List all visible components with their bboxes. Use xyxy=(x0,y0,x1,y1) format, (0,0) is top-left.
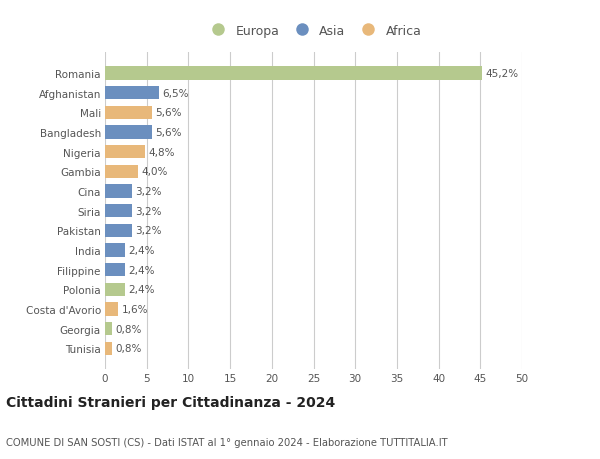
Bar xyxy=(105,185,131,198)
Text: 0,8%: 0,8% xyxy=(115,324,142,334)
Legend: Europa, Asia, Africa: Europa, Asia, Africa xyxy=(202,21,425,41)
Bar xyxy=(105,67,482,80)
Bar xyxy=(105,244,125,257)
Text: 3,2%: 3,2% xyxy=(135,226,161,236)
Text: 2,4%: 2,4% xyxy=(128,285,155,295)
Text: COMUNE DI SAN SOSTI (CS) - Dati ISTAT al 1° gennaio 2024 - Elaborazione TUTTITAL: COMUNE DI SAN SOSTI (CS) - Dati ISTAT al… xyxy=(6,437,448,447)
Text: 0,8%: 0,8% xyxy=(115,343,142,353)
Bar xyxy=(105,146,145,159)
Text: 45,2%: 45,2% xyxy=(485,69,518,79)
Text: 2,4%: 2,4% xyxy=(128,246,155,255)
Bar xyxy=(105,204,131,218)
Text: 6,5%: 6,5% xyxy=(163,89,189,98)
Bar xyxy=(105,87,159,100)
Text: 4,8%: 4,8% xyxy=(148,147,175,157)
Bar xyxy=(105,165,139,179)
Bar xyxy=(105,263,125,277)
Text: 3,2%: 3,2% xyxy=(135,186,161,196)
Text: Cittadini Stranieri per Cittadinanza - 2024: Cittadini Stranieri per Cittadinanza - 2… xyxy=(6,395,335,409)
Text: 2,4%: 2,4% xyxy=(128,265,155,275)
Text: 1,6%: 1,6% xyxy=(122,304,148,314)
Text: 4,0%: 4,0% xyxy=(142,167,168,177)
Text: 3,2%: 3,2% xyxy=(135,206,161,216)
Bar xyxy=(105,283,125,296)
Text: 5,6%: 5,6% xyxy=(155,108,182,118)
Text: 5,6%: 5,6% xyxy=(155,128,182,138)
Bar xyxy=(105,342,112,355)
Bar xyxy=(105,302,118,316)
Bar xyxy=(105,106,152,120)
Bar xyxy=(105,322,112,336)
Bar xyxy=(105,224,131,237)
Bar xyxy=(105,126,152,140)
